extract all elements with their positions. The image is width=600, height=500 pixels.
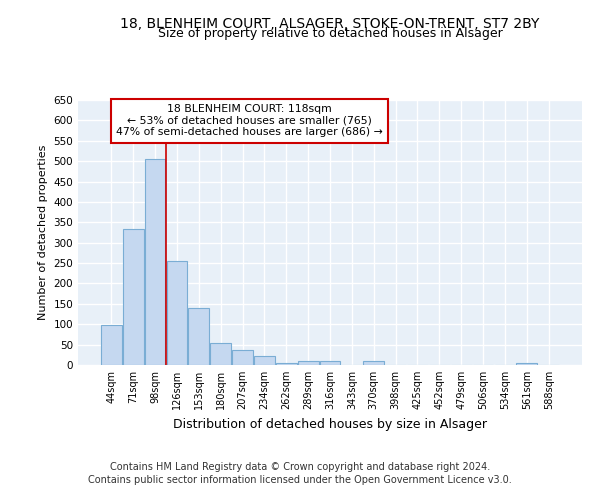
Bar [276, 363, 296, 365]
Text: Size of property relative to detached houses in Alsager: Size of property relative to detached ho… [158, 28, 502, 40]
X-axis label: Distribution of detached houses by size in Alsager: Distribution of detached houses by size … [173, 418, 487, 430]
Bar [517, 363, 537, 365]
Bar [101, 326, 122, 365]
Bar [364, 361, 384, 365]
Bar [232, 350, 253, 365]
Text: Contains public sector information licensed under the Open Government Licence v3: Contains public sector information licen… [88, 475, 512, 485]
Bar [188, 308, 209, 365]
Bar [123, 229, 143, 365]
Bar [167, 262, 187, 365]
Bar [145, 159, 166, 365]
Bar [210, 344, 231, 365]
Y-axis label: Number of detached properties: Number of detached properties [38, 145, 48, 320]
Bar [298, 361, 319, 365]
Text: Contains HM Land Registry data © Crown copyright and database right 2024.: Contains HM Land Registry data © Crown c… [110, 462, 490, 472]
Bar [254, 356, 275, 365]
Text: 18 BLENHEIM COURT: 118sqm
← 53% of detached houses are smaller (765)
47% of semi: 18 BLENHEIM COURT: 118sqm ← 53% of detac… [116, 104, 383, 137]
Bar [320, 361, 340, 365]
Text: 18, BLENHEIM COURT, ALSAGER, STOKE-ON-TRENT, ST7 2BY: 18, BLENHEIM COURT, ALSAGER, STOKE-ON-TR… [121, 18, 539, 32]
